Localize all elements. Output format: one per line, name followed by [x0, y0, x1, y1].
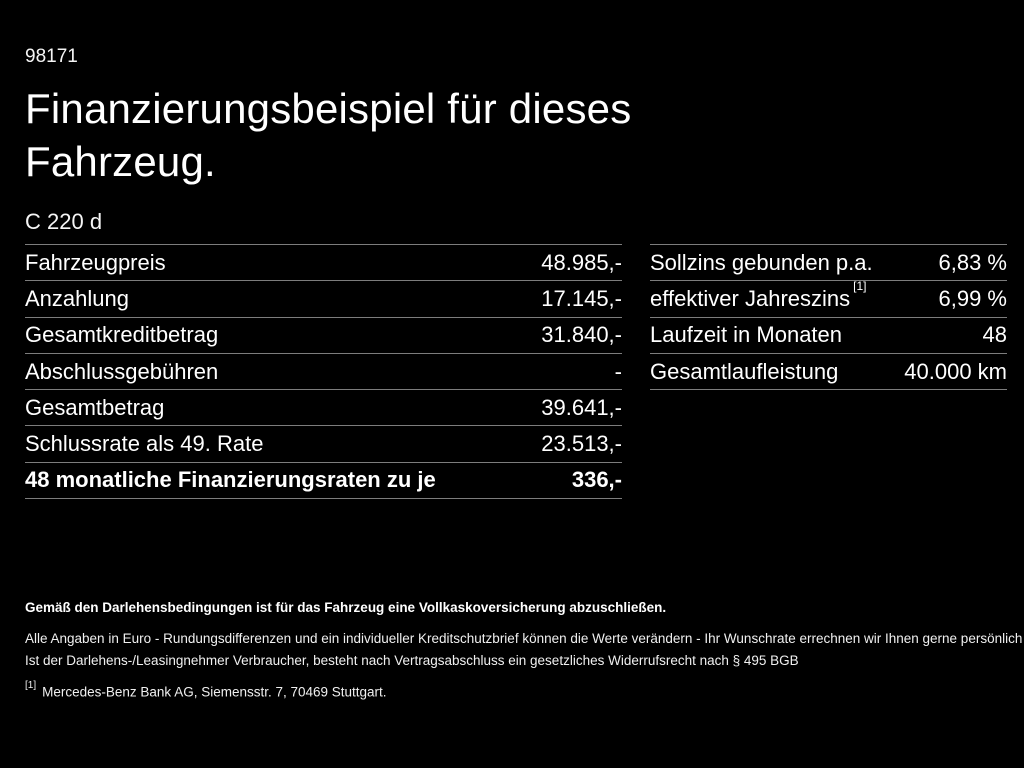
row-label: Gesamtbetrag — [25, 394, 165, 420]
row-label: Gesamtlaufleistung — [650, 358, 839, 384]
row-label: Fahrzeugpreis — [25, 249, 166, 275]
table-row-gesamtbetrag: Gesamtbetrag 39.641,- — [25, 390, 622, 427]
row-label-text: effektiver Jahreszins — [650, 285, 851, 311]
document-id: 98171 — [25, 46, 78, 67]
table-row-laufzeit: Laufzeit in Monaten 48 — [650, 318, 1007, 354]
footer-notes: Alle Angaben in Euro - Rundungsdifferenz… — [25, 628, 1023, 672]
row-value: 48.985,- — [541, 249, 622, 275]
conditions-table: Sollzins gebunden p.a. 6,83 % effektiver… — [650, 244, 1008, 391]
table-row-gesamtkreditbetrag: Gesamtkreditbetrag 31.840,- — [25, 318, 622, 354]
footer-note-line2: Ist der Darlehens-/Leasingnehmer Verbrau… — [25, 653, 799, 668]
footnote: [1] Mercedes-Benz Bank AG, Siemensstr. 7,… — [25, 680, 1000, 700]
insurance-note: Gemäß den Darlehensbedingungen ist für d… — [25, 600, 667, 615]
row-value: 336,- — [571, 467, 622, 493]
footnote-marker: [1] — [25, 680, 37, 691]
footer-note-line1: Alle Angaben in Euro - Rundungsdifferenz… — [25, 631, 1023, 646]
row-value: 39.641,- — [541, 394, 622, 420]
row-value: 31.840,- — [541, 322, 622, 348]
footnote-text: Mercedes-Benz Bank AG, Siemensstr. 7, 70… — [42, 684, 387, 700]
table-row-sollzins: Sollzins gebunden p.a. 6,83 % — [650, 245, 1008, 282]
row-label: Schlussrate als 49. Rate — [25, 431, 264, 457]
table-row-monatsrate: 48 monatliche Finanzierungsraten zu je 3… — [25, 463, 622, 500]
tables-container: Fahrzeugpreis 48.985,- Anzahlung 17.145,… — [25, 244, 1008, 500]
table-row-fahrzeugpreis: Fahrzeugpreis 48.985,- — [25, 245, 622, 282]
page-title: Finanzierungsbeispiel für dieses Fahrzeu… — [25, 85, 632, 185]
row-value: 23.513,- — [541, 431, 622, 457]
row-label: Gesamtkreditbetrag — [25, 322, 219, 348]
row-value: - — [614, 358, 622, 384]
row-value: 6,83 % — [938, 249, 1008, 275]
table-row-anzahlung: Anzahlung 17.145,- — [25, 281, 622, 318]
row-value: 6,99 % — [938, 285, 1008, 311]
row-label: Laufzeit in Monaten — [650, 322, 843, 348]
table-row-gesamtlaufleistung: Gesamtlaufleistung 40.000 km — [650, 354, 1007, 391]
footer-legal: Gemäß den Darlehensbedingungen ist für d… — [25, 600, 1023, 700]
table-row-abschlussgebuehren: Abschlussgebühren - — [25, 354, 622, 391]
table-row-effektiver-jahreszins: effektiver Jahreszins[1] 6,99 % — [650, 279, 1008, 318]
row-value: 48 — [982, 322, 1007, 348]
row-label: Abschlussgebühren — [25, 358, 219, 384]
row-label: Sollzins gebunden p.a. — [650, 249, 873, 275]
row-label: Anzahlung — [25, 285, 129, 311]
vehicle-model: C 220 d — [25, 209, 103, 234]
financing-table: Fahrzeugpreis 48.985,- Anzahlung 17.145,… — [25, 244, 622, 500]
row-label: 48 monatliche Finanzierungsraten zu je — [25, 467, 436, 493]
row-value: 17.145,- — [541, 285, 622, 311]
row-label: effektiver Jahreszins[1] — [650, 279, 866, 312]
row-value: 40.000 km — [904, 358, 1007, 384]
footnote-marker: [1] — [853, 278, 867, 293]
table-row-schlussrate: Schlussrate als 49. Rate 23.513,- — [25, 426, 622, 463]
